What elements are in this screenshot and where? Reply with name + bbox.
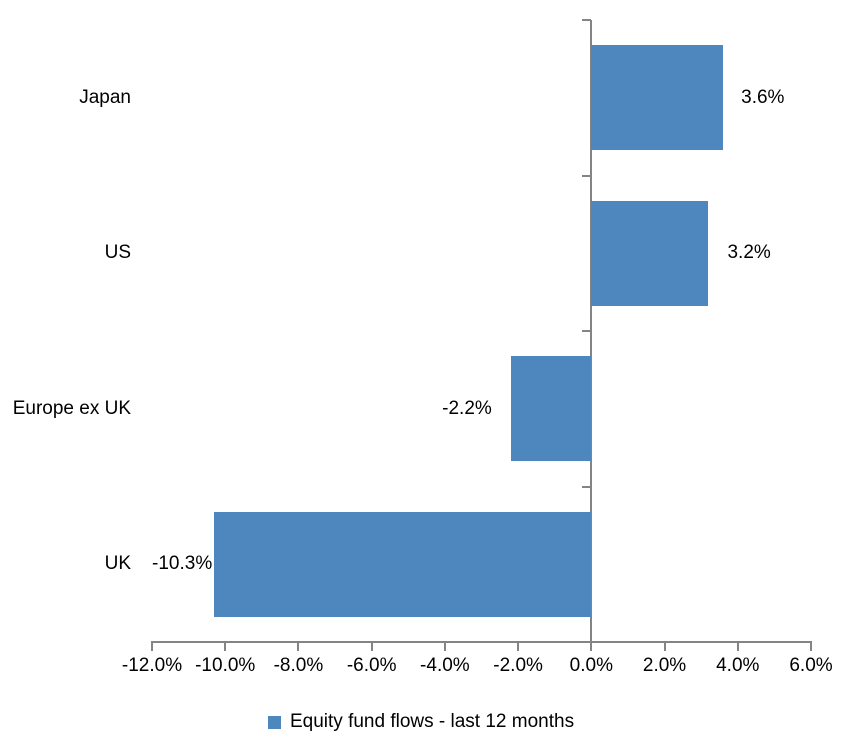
x-tick-label: 4.0% (716, 655, 760, 676)
x-tick-label: 2.0% (642, 655, 687, 676)
legend-swatch-icon (268, 715, 281, 729)
category-tick (582, 330, 592, 332)
value-label: 3.6% (741, 86, 785, 108)
x-tick-label: -12.0% (121, 655, 183, 676)
category-tick (582, 485, 592, 488)
legend-label: Equity fund flows - last 12 months (290, 711, 575, 732)
x-tick (443, 641, 446, 651)
x-tick-label: -4.0% (420, 655, 470, 676)
bar (591, 200, 709, 306)
x-tick (224, 641, 227, 651)
x-tick-label: -10.0% (195, 655, 256, 676)
value-label: 3.2% (727, 242, 771, 264)
x-tick-label: 6.0% (789, 655, 833, 676)
bar (510, 356, 592, 462)
bar (591, 45, 724, 151)
category-label: Europe ex UK (12, 397, 131, 419)
x-tick-label: -8.0% (273, 655, 324, 676)
category-label: UK (104, 553, 131, 575)
x-tick (663, 641, 666, 651)
x-tick (810, 641, 812, 651)
x-axis-line (151, 641, 812, 643)
x-tick-label: -6.0% (346, 655, 397, 676)
x-tick (151, 641, 153, 651)
x-tick (297, 641, 300, 651)
x-tick (590, 641, 593, 651)
x-tick-label: 0.0% (569, 655, 613, 676)
x-tick (517, 641, 520, 651)
legend: Equity fund flows - last 12 months (268, 710, 574, 734)
x-tick (736, 641, 739, 651)
y-axis-line (590, 20, 593, 651)
x-tick-label: -2.0% (493, 655, 543, 676)
category-label: Japan (79, 86, 131, 108)
category-label: US (104, 242, 131, 264)
bar (214, 511, 592, 617)
value-label: -2.2% (442, 397, 492, 419)
x-tick (370, 641, 373, 651)
category-tick (582, 19, 592, 21)
value-label: -10.3% (152, 553, 213, 575)
category-tick (582, 174, 592, 177)
